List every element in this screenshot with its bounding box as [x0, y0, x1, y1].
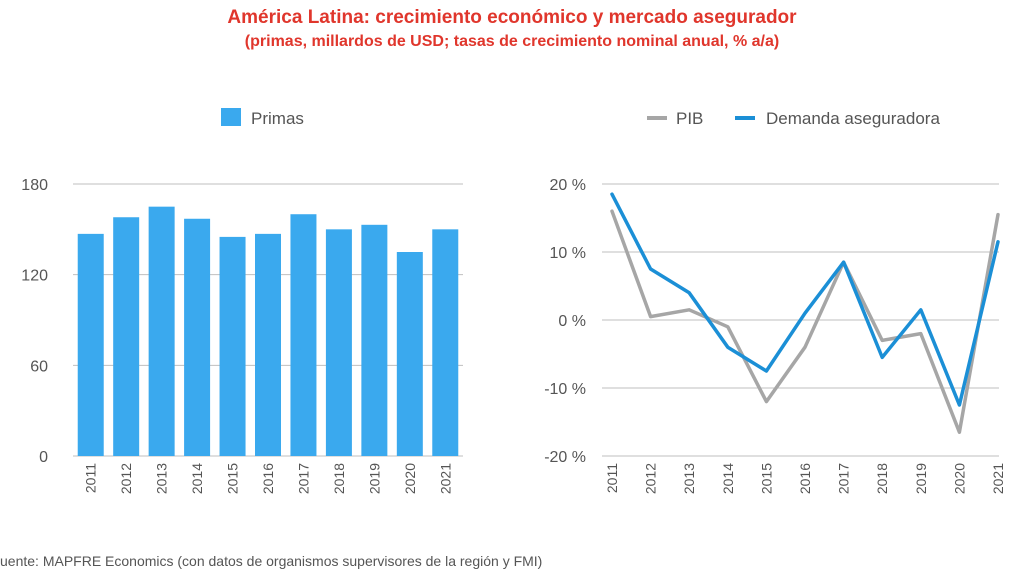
primas-bar	[77, 233, 104, 456]
primas-y-axis: 180 120 60 0	[21, 177, 48, 466]
growth-x-tick-label: 2017	[836, 463, 852, 494]
primas-bars	[77, 206, 459, 456]
growth-x-tick-label: 2013	[681, 463, 697, 494]
growth-lines	[610, 192, 1000, 434]
legend-demanda-label: Demanda aseguradora	[766, 109, 940, 128]
primas-x-tick-label: 2011	[83, 463, 99, 493]
primas-x-tick-label: 2014	[189, 463, 205, 494]
growth-y-tick-label: -10 %	[544, 381, 586, 398]
primas-bar	[184, 218, 211, 456]
primas-bar	[432, 229, 459, 456]
growth-x-tick-label: 2014	[720, 463, 736, 494]
growth-y-tick-label: 10 %	[550, 245, 586, 262]
primas-bar	[361, 224, 388, 456]
source-note: uente: MAPFRE Economics (con datos de or…	[0, 553, 543, 569]
primas-bar	[219, 236, 246, 456]
primas-x-tick-label: 2015	[225, 463, 241, 494]
primas-x-tick-label: 2018	[331, 463, 347, 494]
demanda-line	[610, 192, 1000, 407]
growth-y-axis: 20 % 10 % 0 % -10 % -20 %	[544, 177, 586, 466]
primas-bar	[113, 217, 140, 456]
chart-title: América Latina: crecimiento económico y …	[227, 7, 797, 28]
primas-x-tick-label: 2017	[295, 463, 311, 494]
primas-bar	[325, 229, 352, 456]
primas-y-tick-label: 180	[21, 177, 48, 194]
growth-x-tick-label: 2020	[951, 463, 967, 494]
primas-y-tick-label: 0	[39, 449, 48, 466]
primas-x-tick-label: 2013	[154, 463, 170, 494]
growth-x-tick-label: 2021	[990, 463, 1006, 494]
legend-primas-label: Primas	[251, 109, 304, 128]
primas-y-tick-label: 120	[21, 268, 48, 285]
growth-chart: PIB Demanda aseguradora 20 % 10 % 0 % -10 %…	[544, 109, 1006, 494]
primas-x-tick-label: 2020	[402, 463, 418, 494]
legend-pib-label: PIB	[676, 109, 703, 128]
growth-x-axis: 2011 2012 2013 2014 2015 2016 2017 2018 2019 2020…	[604, 463, 1006, 494]
growth-x-tick-label: 2016	[797, 463, 813, 494]
growth-x-tick-label: 2015	[758, 463, 774, 494]
primas-x-tick-label: 2021	[437, 463, 453, 494]
primas-x-axis: 2011 2012 2013 2014 2015 2016 2017 2018 2019 2020…	[83, 463, 454, 494]
primas-y-tick-label: 60	[30, 358, 48, 375]
growth-y-tick-label: 0 %	[558, 313, 586, 330]
primas-x-tick-label: 2019	[366, 463, 382, 494]
pib-line	[610, 209, 1000, 434]
primas-bar	[396, 252, 423, 456]
growth-y-tick-label: -20 %	[544, 449, 586, 466]
primas-bar	[255, 233, 281, 456]
growth-x-tick-label: 2011	[604, 463, 620, 493]
legend-primas-swatch	[221, 108, 241, 126]
primas-bar	[148, 206, 175, 456]
chart-subtitle: (primas, millardos de USD; tasas de crec…	[244, 33, 780, 50]
primas-bar	[290, 214, 317, 456]
primas-x-tick-label: 2012	[118, 463, 134, 494]
growth-y-tick-label: 20 %	[550, 177, 586, 194]
growth-x-tick-label: 2012	[643, 463, 659, 494]
primas-x-tick-label: 2016	[260, 463, 276, 494]
growth-x-tick-label: 2019	[913, 463, 929, 494]
growth-x-tick-label: 2018	[874, 463, 890, 494]
